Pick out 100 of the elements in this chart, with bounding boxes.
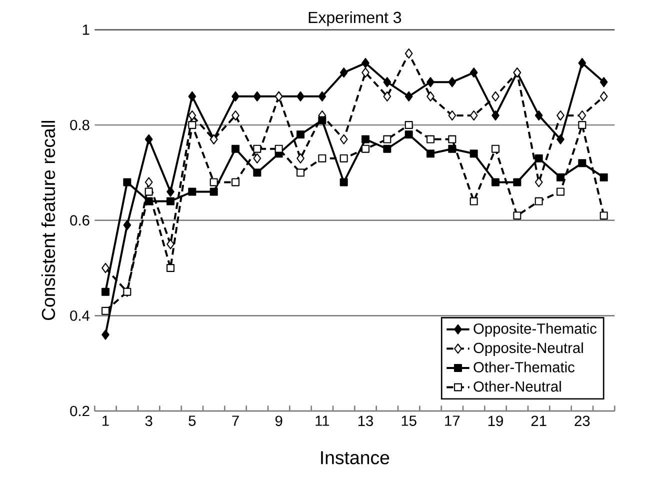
point <box>296 153 304 164</box>
point <box>448 110 456 121</box>
y-tick-label: 0.2 <box>70 406 90 416</box>
point <box>470 150 478 158</box>
point <box>144 188 153 196</box>
point <box>383 144 392 153</box>
point <box>448 144 456 153</box>
point <box>166 186 174 197</box>
point <box>492 178 500 186</box>
point <box>340 68 348 78</box>
legend-label: Other-Neutral <box>474 380 561 392</box>
x-tick-label: 23 <box>574 416 590 426</box>
point <box>274 144 283 153</box>
point <box>600 173 608 182</box>
point <box>578 159 586 168</box>
y-axis-title: Consistent feature recall <box>41 120 56 320</box>
point <box>232 91 240 102</box>
point <box>188 91 196 102</box>
point <box>101 288 110 296</box>
y-tick-label: 0.6 <box>70 215 90 226</box>
point <box>600 77 608 88</box>
y-tick-label: 1 <box>82 24 90 35</box>
point <box>101 306 110 315</box>
point <box>188 110 196 121</box>
point <box>188 188 196 196</box>
legend-label: Other-Thematic <box>474 362 575 372</box>
point <box>404 130 413 139</box>
x-tick-label: 3 <box>145 416 152 426</box>
point <box>296 168 304 177</box>
point <box>492 110 500 121</box>
point <box>470 197 478 206</box>
x-tick-label: 15 <box>402 416 416 426</box>
point <box>404 48 413 59</box>
point <box>166 197 174 206</box>
point <box>556 173 565 182</box>
point <box>600 91 608 102</box>
point <box>362 68 370 78</box>
x-tick-label: 9 <box>275 416 282 426</box>
point <box>534 177 543 188</box>
point <box>578 120 586 130</box>
x-tick-label: 21 <box>531 416 546 426</box>
point <box>231 178 240 186</box>
x-tick-label: 13 <box>358 416 374 426</box>
point <box>383 91 392 102</box>
point <box>318 154 326 162</box>
x-axis-title: Instance <box>321 451 390 464</box>
point <box>144 134 153 144</box>
point <box>578 58 586 68</box>
point <box>534 197 543 206</box>
point <box>600 212 608 220</box>
point <box>318 91 326 102</box>
point <box>123 220 132 230</box>
point <box>144 177 153 188</box>
point <box>188 120 196 130</box>
point <box>102 330 110 340</box>
point <box>448 77 456 88</box>
point <box>383 77 392 88</box>
point <box>404 120 413 130</box>
point <box>144 197 153 206</box>
chart-title: Experiment 3 <box>308 11 402 26</box>
point <box>296 130 304 139</box>
point <box>166 264 174 272</box>
point <box>426 77 434 88</box>
point <box>426 150 434 158</box>
point <box>404 91 413 102</box>
point <box>578 110 586 121</box>
point <box>253 144 262 153</box>
point <box>534 110 543 121</box>
point <box>534 154 543 162</box>
point <box>470 110 478 121</box>
x-tick-label: 11 <box>316 416 330 426</box>
point <box>383 135 392 144</box>
x-tick-label: 5 <box>188 416 196 426</box>
y-tick-label: 0.4 <box>70 310 90 321</box>
point <box>296 91 304 102</box>
point <box>362 135 370 144</box>
point <box>340 154 348 162</box>
point <box>253 168 262 177</box>
point <box>448 135 456 144</box>
point <box>231 144 240 153</box>
point <box>492 144 500 153</box>
point <box>556 134 564 144</box>
point <box>253 153 262 164</box>
x-tick-label: 7 <box>232 416 239 426</box>
point <box>470 68 478 78</box>
point <box>340 134 348 144</box>
x-tick-label: 19 <box>488 416 503 426</box>
point <box>340 178 348 186</box>
point <box>123 178 132 186</box>
point <box>253 91 262 102</box>
legend-label: Opposite-Thematic <box>474 323 597 337</box>
point <box>513 178 522 186</box>
point <box>426 91 434 102</box>
point <box>210 178 218 186</box>
point <box>556 188 565 196</box>
point <box>318 116 326 124</box>
x-tick-label: 1 <box>102 416 109 426</box>
point <box>210 188 218 196</box>
legend-label: Opposite-Neutral <box>474 342 583 356</box>
x-tick-label: 17 <box>445 416 460 426</box>
